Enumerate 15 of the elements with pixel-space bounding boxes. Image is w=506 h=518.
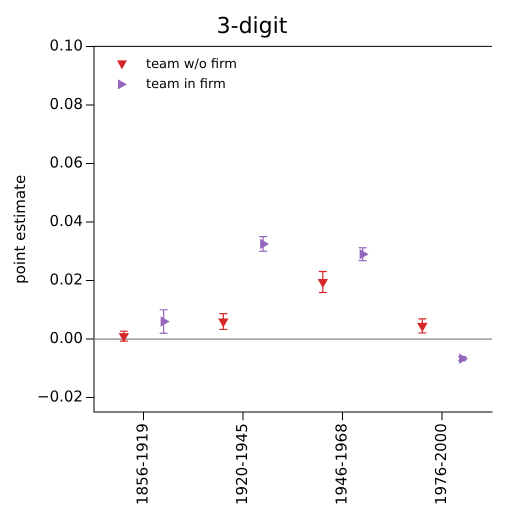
x-tick-label: 1946-1968 [332, 423, 351, 506]
y-tick-label: 0.06 [50, 153, 83, 172]
y-tick-label: −0.02 [37, 387, 83, 406]
x-tick-label: 1856-1919 [134, 423, 152, 506]
chart-title: 3-digit [216, 14, 288, 39]
legend-label: team in firm [146, 76, 226, 92]
legend-label: team w/o firm [146, 56, 237, 72]
y-axis-title: point estimate [10, 174, 29, 284]
x-tick-label: 1976-2000 [432, 423, 450, 506]
y-tick-label: 0.04 [50, 212, 83, 230]
x-tick-label: 1920-1945 [233, 423, 252, 506]
y-tick-label: 0.00 [50, 328, 83, 347]
y-tick-label: 0.08 [50, 94, 83, 113]
y-tick-label: 0.02 [50, 270, 83, 288]
y-tick-label: 0.10 [50, 36, 83, 54]
